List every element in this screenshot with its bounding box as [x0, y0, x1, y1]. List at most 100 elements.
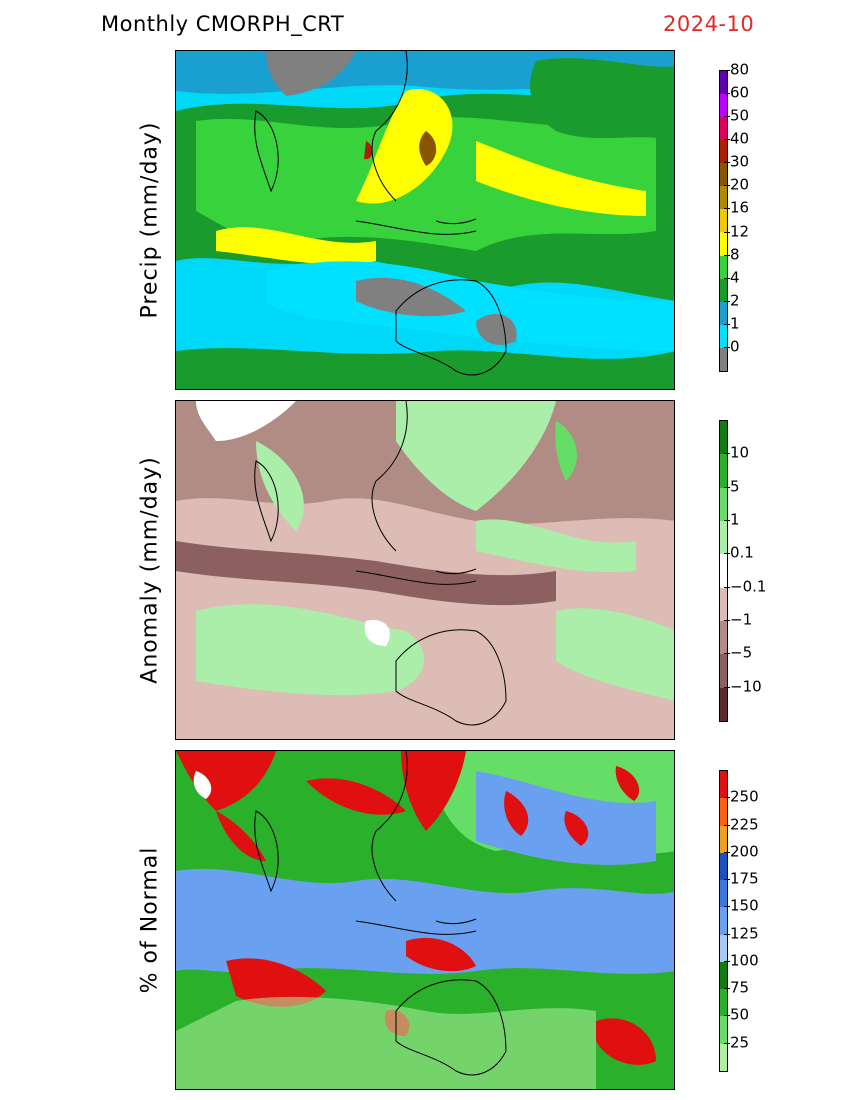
colorbar-tick [724, 300, 730, 302]
colorbar-segment [720, 140, 727, 164]
anomaly-map [175, 400, 675, 740]
colorbar-label: 25 [730, 1033, 750, 1052]
colorbar-label: 50 [730, 1005, 750, 1024]
colorbar-label: 175 [730, 869, 759, 888]
colorbar-segment [720, 347, 727, 371]
colorbar-label: 75 [730, 978, 750, 997]
colorbar-tick [724, 686, 730, 688]
colorbar-tick [724, 93, 730, 95]
colorbar-segment [720, 554, 727, 588]
anomaly-axis-label: Anomaly (mm/day) [137, 456, 163, 684]
colorbar-label: 2 [730, 291, 740, 310]
colorbar-segment [720, 798, 727, 826]
colorbar-label: 5 [730, 477, 740, 496]
colorbar-tick [724, 933, 730, 935]
percent-map [175, 750, 675, 1090]
colorbar-segment [720, 255, 727, 279]
colorbar-segment [720, 989, 727, 1017]
colorbar-tick [724, 620, 730, 621]
colorbar-label: 200 [730, 842, 759, 861]
colorbar-segment [720, 825, 727, 853]
percent-colorbar [719, 770, 728, 1072]
anomaly-colorbar [719, 420, 728, 722]
colorbar-segment [720, 209, 727, 233]
colorbar-label: 40 [730, 129, 750, 148]
colorbar-tick [724, 453, 730, 455]
precip-axis-label: Precip (mm/day) [137, 121, 163, 319]
colorbar-segment [720, 620, 727, 655]
colorbar-segment [720, 961, 727, 990]
colorbar-label: 250 [730, 787, 759, 806]
colorbar-tick [724, 851, 730, 853]
precip-map [175, 50, 675, 390]
colorbar-tick [724, 1015, 730, 1017]
colorbar-segment [720, 852, 727, 881]
colorbar-tick [724, 254, 730, 256]
colorbar-label: 60 [730, 83, 750, 102]
colorbar-label: 10 [730, 443, 750, 462]
colorbar-tick [724, 586, 730, 588]
colorbar-label: 1 [730, 314, 740, 333]
map-period: 2024-10 [663, 12, 755, 36]
colorbar-segment [720, 94, 727, 118]
colorbar-tick [724, 653, 730, 655]
colorbar-label: 0 [730, 337, 740, 356]
colorbar-tick [724, 988, 730, 990]
colorbar-segment [720, 71, 727, 95]
colorbar-label: 0.1 [730, 543, 754, 562]
colorbar-tick [724, 162, 730, 164]
colorbar-label: −1 [730, 610, 753, 629]
colorbar-segment [720, 421, 727, 455]
colorbar-tick [724, 960, 730, 962]
colorbar-segment [720, 487, 727, 521]
colorbar-label: 1 [730, 510, 740, 529]
colorbar-segment [720, 520, 727, 555]
colorbar-segment [720, 1043, 727, 1071]
colorbar-label: 150 [730, 896, 759, 915]
colorbar-segment [720, 278, 727, 302]
colorbar-label: 16 [730, 198, 750, 217]
colorbar-tick [724, 277, 730, 279]
colorbar-label: 50 [730, 106, 750, 125]
colorbar-segment [720, 907, 727, 935]
colorbar-segment [720, 880, 727, 908]
colorbar-segment [720, 232, 727, 256]
colorbar-segment [720, 1016, 727, 1044]
colorbar-tick [724, 70, 730, 71]
colorbar-segment [720, 687, 727, 721]
colorbar-tick [724, 116, 730, 118]
colorbar-label: 4 [730, 268, 740, 287]
percent-axis-label: % of Normal [137, 846, 163, 994]
colorbar-label: 20 [730, 175, 750, 194]
colorbar-tick [724, 906, 730, 908]
colorbar-label: 100 [730, 951, 759, 970]
colorbar-segment [720, 163, 727, 187]
colorbar-label: 125 [730, 924, 759, 943]
colorbar-segment [720, 454, 727, 488]
colorbar-label: 30 [730, 152, 750, 171]
colorbar-label: −0.1 [730, 577, 767, 596]
colorbar-tick [724, 346, 730, 348]
colorbar-tick [724, 231, 730, 233]
colorbar-tick [724, 1042, 730, 1044]
colorbar-label: 80 [730, 60, 750, 79]
colorbar-segment [720, 654, 727, 688]
colorbar-label: −5 [730, 643, 753, 662]
colorbar-label: 225 [730, 815, 759, 834]
colorbar-segment [720, 934, 727, 962]
colorbar-tick [724, 824, 730, 826]
colorbar-tick [724, 486, 730, 488]
colorbar-tick [724, 323, 730, 325]
colorbar-label: 8 [730, 245, 740, 264]
colorbar-label: 12 [730, 222, 750, 241]
colorbar-tick [724, 879, 730, 881]
map-title: Monthly CMORPH_CRT [101, 12, 345, 36]
colorbar-segment [720, 587, 727, 621]
colorbar-segment [720, 301, 727, 325]
colorbar-label: −10 [730, 677, 762, 696]
colorbar-tick [724, 208, 730, 210]
colorbar-segment [720, 324, 727, 348]
colorbar-tick [724, 797, 730, 799]
colorbar-tick [724, 520, 730, 521]
colorbar-segment [720, 771, 727, 799]
